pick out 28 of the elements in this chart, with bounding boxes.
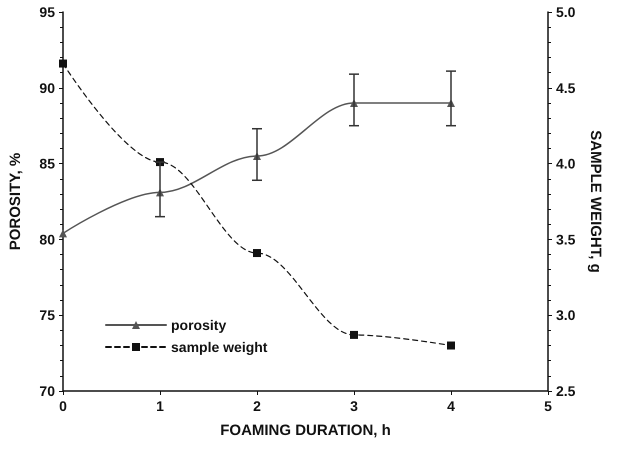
- point: [447, 342, 455, 350]
- y2-tick-label: 5.0: [556, 4, 576, 20]
- y-tick-label: 70: [39, 383, 56, 399]
- point: [59, 229, 67, 238]
- point: [253, 249, 261, 258]
- y2-tick-label: 2.5: [556, 383, 576, 399]
- legend-label: porosity: [171, 317, 226, 333]
- y-tick-label: 80: [39, 231, 56, 248]
- y-tick-label: 90: [39, 80, 56, 96]
- y-tick-label: 75: [39, 307, 56, 324]
- y-axis-title: POROSITY, %: [7, 152, 24, 250]
- x-tick-label: 2: [253, 398, 262, 414]
- y2-tick-label: 4.0: [556, 156, 576, 172]
- x-tick-label: 1: [156, 398, 164, 414]
- legend-label: sample weight: [171, 339, 268, 355]
- y2-tick-label: 4.5: [556, 80, 576, 96]
- y2-axis-title: SAMPLE WEIGHT, g: [587, 130, 604, 273]
- x-tick-label: 0: [59, 398, 68, 414]
- x-tick-label: 4: [447, 398, 456, 414]
- y-tick-label: 95: [39, 4, 56, 20]
- y-tick-label: 85: [39, 156, 56, 172]
- x-axis-title: FOAMING DURATION, h: [220, 422, 391, 439]
- y2-tick-label: 3.5: [556, 231, 576, 248]
- point: [350, 330, 358, 339]
- point: [59, 60, 67, 68]
- x-tick-label: 3: [350, 398, 358, 414]
- y2-tick-label: 3.0: [556, 307, 576, 324]
- x-tick-label: 5: [544, 398, 552, 414]
